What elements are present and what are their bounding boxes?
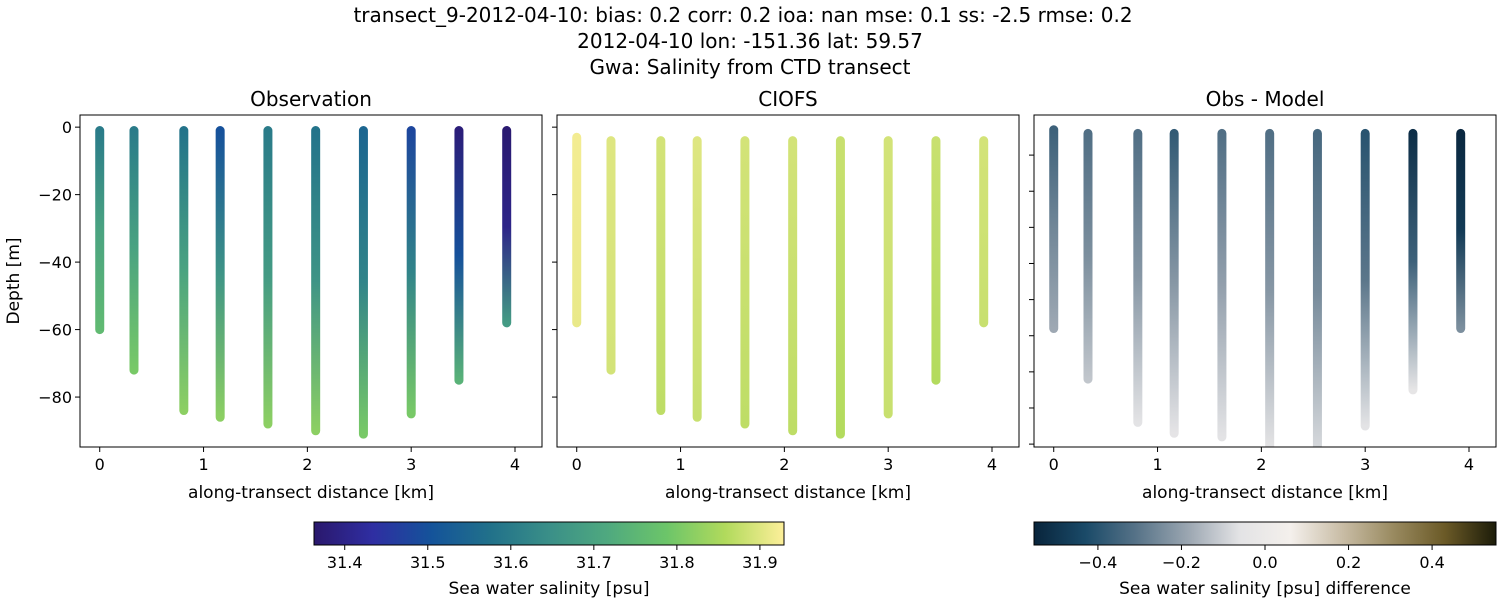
x-tick-label: 0 — [1049, 455, 1059, 474]
x-tick-label: 0 — [572, 455, 582, 474]
figure-title-line-2: 2012-04-10 lon: -151.36 lat: 59.57 — [577, 29, 923, 53]
ciofs-axes-frame — [556, 114, 1020, 448]
observation-axes-frame — [79, 114, 543, 448]
y-axis-label: Depth [m] — [4, 237, 24, 324]
obs-minus-model-panel-title: Obs - Model — [1206, 87, 1325, 111]
colorbar-tick-label: −0.4 — [1078, 553, 1117, 572]
colorbar-tick-label: 31.4 — [327, 553, 363, 572]
x-tick-label: 3 — [1360, 455, 1370, 474]
y-tick-label: 0 — [62, 118, 72, 137]
colorbar-tick-label: 0.4 — [1419, 553, 1444, 572]
colorbar-tick-label: 31.7 — [576, 553, 612, 572]
y-tick-label: −20 — [38, 186, 72, 205]
obs-minus-model-axes-frame — [1033, 114, 1497, 448]
x-tick-label: 3 — [883, 455, 893, 474]
colorbar-tick-label: 31.8 — [659, 553, 695, 572]
ciofs-x-axis-label: along-transect distance [km] — [665, 483, 911, 503]
x-tick-label: 2 — [302, 455, 312, 474]
colorbar-tick-label: 31.9 — [742, 553, 778, 572]
colorbar-tick-label: 0.2 — [1336, 553, 1361, 572]
colorbar-gradient — [313, 521, 785, 546]
salinity-colorbar-label: Sea water salinity [psu] — [449, 579, 650, 599]
colorbar-gradient — [1033, 521, 1497, 546]
obs-minus-model-panel: Obs - Model along-transect distance [km]… — [1029, 87, 1497, 503]
observation-x-axis-label: along-transect distance [km] — [188, 483, 434, 503]
difference-colorbar-label: Sea water salinity [psu] difference — [1119, 579, 1411, 599]
x-tick-label: 0 — [95, 455, 105, 474]
difference-colorbar: Sea water salinity [psu] difference −0.4… — [1033, 521, 1497, 599]
x-tick-label: 2 — [779, 455, 789, 474]
y-tick-label: −80 — [38, 388, 72, 407]
figure-title-line-1: transect_9-2012-04-10: bias: 0.2 corr: 0… — [353, 3, 1132, 27]
x-tick-label: 4 — [987, 455, 997, 474]
y-tick-label: −60 — [38, 321, 72, 340]
ciofs-panel-title: CIOFS — [758, 87, 817, 111]
colorbar-tick-label: 0.0 — [1252, 553, 1277, 572]
y-tick-label: −40 — [38, 253, 72, 272]
x-tick-label: 1 — [198, 455, 208, 474]
colorbar-tick-label: 31.5 — [410, 553, 446, 572]
x-tick-label: 4 — [510, 455, 520, 474]
observation-panel: Observation along-transect distance [km]… — [4, 87, 543, 503]
colorbar-tick-label: 31.6 — [493, 553, 529, 572]
x-tick-label: 1 — [675, 455, 685, 474]
salinity-colorbar: Sea water salinity [psu] 31.4 31.5 31.6 31.… — [313, 521, 785, 599]
x-tick-label: 1 — [1152, 455, 1162, 474]
colorbar-tick-label: −0.2 — [1162, 553, 1201, 572]
ciofs-panel: CIOFS along-transect distance [km] 0 1 2 3 4 — [552, 87, 1020, 503]
x-tick-label: 4 — [1464, 455, 1474, 474]
obs-minus-model-x-axis-label: along-transect distance [km] — [1142, 483, 1388, 503]
figure-title-line-3: Gwa: Salinity from CTD transect — [590, 55, 911, 79]
x-tick-label: 3 — [406, 455, 416, 474]
ciofs-points — [572, 132, 989, 439]
obs-minus-model-points — [1049, 125, 1466, 447]
x-tick-label: 2 — [1256, 455, 1266, 474]
observation-points — [95, 126, 512, 439]
observation-panel-title: Observation — [250, 87, 372, 111]
